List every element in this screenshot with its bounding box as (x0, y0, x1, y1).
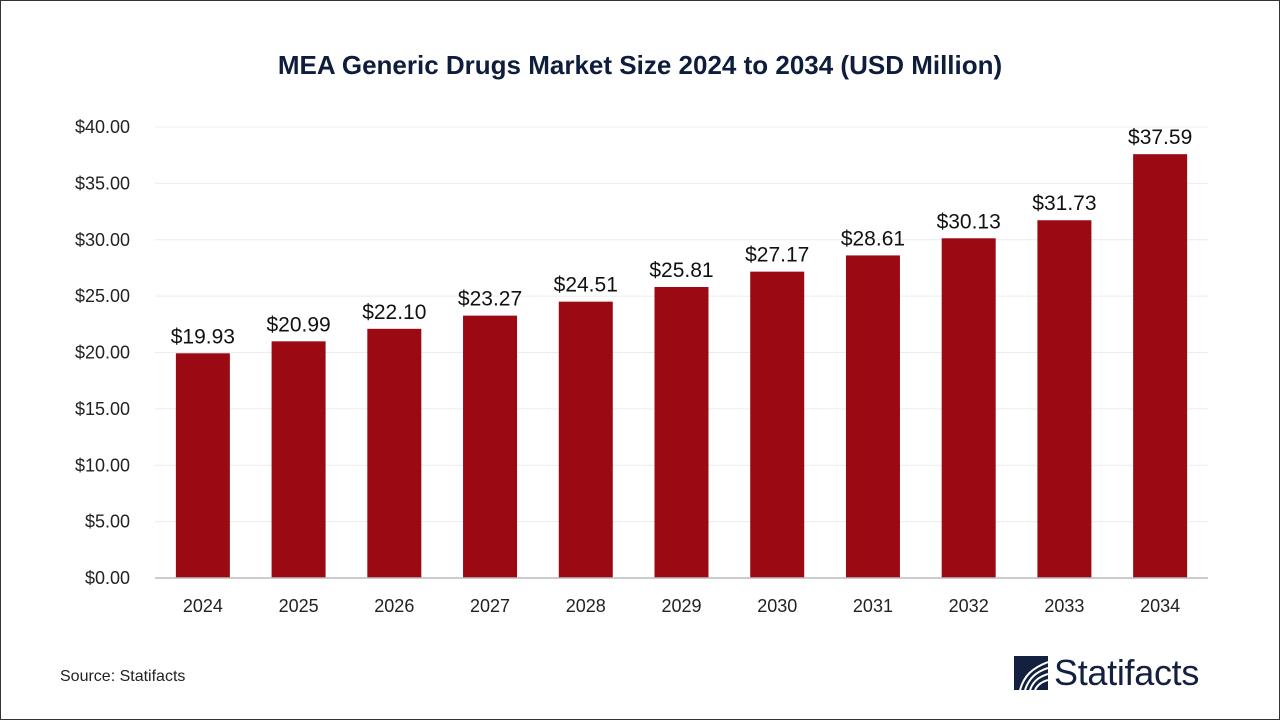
x-tick-label: 2029 (661, 596, 701, 616)
y-tick-label: $5.00 (85, 512, 130, 532)
y-tick-label: $10.00 (75, 455, 130, 475)
x-tick-label: 2030 (757, 596, 797, 616)
x-tick-label: 2025 (279, 596, 319, 616)
bar-2028 (558, 301, 613, 578)
x-tick-label: 2033 (1044, 596, 1084, 616)
bar-2026 (367, 328, 422, 578)
y-tick-label: $35.00 (75, 173, 130, 193)
chart-title: MEA Generic Drugs Market Size 2024 to 20… (277, 50, 1003, 80)
bar-2027 (463, 315, 518, 578)
statifacts-logo: Statifacts (1014, 652, 1199, 694)
bar-2031 (845, 255, 900, 579)
x-tick-label: 2024 (183, 596, 223, 616)
data-label: $28.61 (841, 227, 905, 250)
bar-2032 (941, 238, 996, 579)
data-label: $27.17 (745, 244, 809, 267)
statifacts-logo-icon (1014, 656, 1048, 690)
source-note: Source: Statifacts (60, 668, 186, 685)
y-tick-label: $30.00 (75, 230, 130, 250)
bar-2025 (271, 341, 326, 578)
data-label: $20.99 (266, 313, 330, 336)
y-tick-label: $0.00 (85, 568, 130, 588)
data-label: $25.81 (649, 259, 713, 282)
x-tick-label: 2031 (853, 596, 893, 616)
x-tick-label: 2032 (949, 596, 989, 616)
bar-2024 (175, 353, 230, 578)
bar-2034 (1133, 154, 1188, 579)
y-tick-label: $20.00 (75, 343, 130, 363)
data-label: $22.10 (362, 301, 426, 324)
data-label: $30.13 (937, 210, 1001, 233)
bar-2030 (750, 271, 805, 578)
y-tick-label: $15.00 (75, 399, 130, 419)
data-label: $23.27 (458, 288, 522, 311)
bar-2029 (654, 286, 709, 578)
data-label: $19.93 (171, 325, 235, 348)
logo-text: Statifacts (1054, 652, 1200, 693)
y-tick-label: $40.00 (75, 117, 130, 137)
x-tick-label: 2027 (470, 596, 510, 616)
y-tick-label: $25.00 (75, 286, 130, 306)
data-label: $24.51 (554, 274, 618, 297)
data-label: $37.59 (1128, 126, 1192, 149)
x-tick-label: 2028 (566, 596, 606, 616)
bar-2033 (1037, 220, 1092, 578)
data-label: $31.73 (1032, 192, 1096, 215)
x-tick-label: 2026 (374, 596, 414, 616)
x-tick-label: 2034 (1140, 596, 1180, 616)
